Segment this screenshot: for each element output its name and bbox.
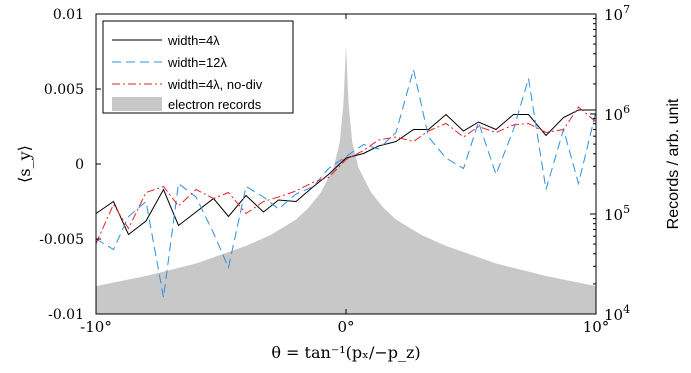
y2-tick-label: 107 — [604, 3, 630, 24]
y-tick-label: 0 — [75, 157, 84, 173]
x-tick-label: -10° — [80, 318, 112, 336]
series-layer — [95, 69, 597, 298]
y-tick-label: -0.005 — [39, 232, 84, 248]
x-axis-label: θ = tan⁻¹(pₓ/−p_z) — [271, 343, 420, 362]
legend-label-width-4: width=4λ — [167, 33, 220, 48]
histogram-layer — [96, 45, 596, 314]
legend: width=4λ width=12λ width=4λ, no-div elec… — [102, 20, 294, 114]
y-tick-label: 0.005 — [44, 82, 84, 98]
x-tick-label: 0° — [337, 318, 354, 336]
series-line-0 — [95, 109, 596, 236]
x-tick-label: 10° — [583, 318, 610, 336]
series-line-1 — [95, 69, 597, 298]
series-line-2 — [95, 106, 597, 244]
legend-label-no-div: width=4λ, no-div — [167, 77, 263, 92]
y-tick-label: -0.01 — [48, 307, 84, 323]
legend-swatch-electron-records — [112, 97, 162, 111]
legend-label-width-12: width=12λ — [167, 55, 227, 70]
y2-tick-label: 104 — [604, 303, 630, 324]
legend-label-electron-records: electron records — [168, 97, 262, 112]
y2-tick-label: 106 — [604, 103, 630, 124]
y-tick-label: 0.01 — [53, 7, 84, 23]
y2-tick-label: 105 — [604, 203, 630, 224]
y2-axis-label: Records / arb. unit — [665, 98, 682, 229]
y-axis-label: ⟨s_y⟩ — [15, 145, 34, 183]
tick-layer: -10° 0° 10° 0.01 0.005 0 -0.005 -0.01 107 106 105 1… — [39, 3, 630, 336]
electron-records-area — [96, 45, 596, 314]
